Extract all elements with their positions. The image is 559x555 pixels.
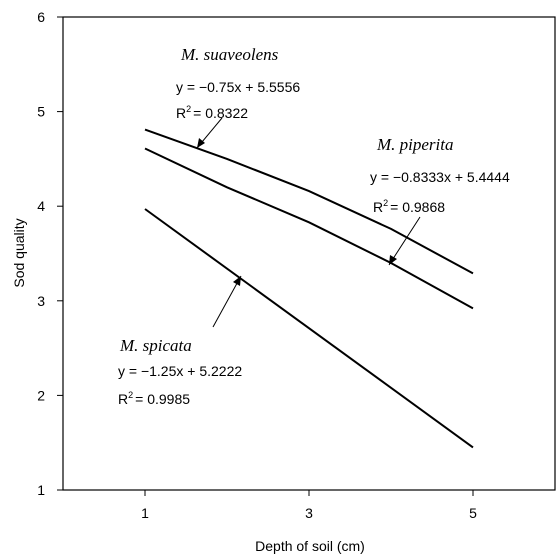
y-tick-label-4: 5 (37, 104, 45, 120)
y-tick-label-3: 4 (37, 198, 45, 214)
x-tick-label-1: 3 (305, 505, 313, 521)
r2-suaveolens: R2 = 0.8322 (176, 104, 248, 121)
r2-piperita: R2 = 0.9868 (373, 198, 445, 215)
equation-spicata: y = −1.25x + 5.2222 (118, 363, 242, 379)
arrowhead-suaveolens (197, 138, 205, 148)
x-tick-label-0: 1 (141, 505, 149, 521)
series-line-piperita (144, 147, 474, 310)
series-name-suaveolens: M. suaveolens (180, 45, 279, 64)
arrow-piperita (388, 216, 421, 266)
annotation-piperita: M. piperita y = −0.8333x + 5.4444 R2 = 0.… (370, 135, 510, 266)
y-tick-label-5: 6 (37, 9, 45, 25)
axis-ticks: 1 3 5 1 2 3 4 5 6 (37, 9, 477, 521)
annotation-suaveolens: M. suaveolens y = −0.75x + 5.5556 R2 = 0.… (176, 45, 300, 149)
series-name-piperita: M. piperita (376, 135, 454, 154)
arrowhead-piperita (389, 255, 397, 265)
series-line-spicata (144, 208, 474, 449)
plot-area (62, 16, 556, 491)
equation-suaveolens: y = −0.75x + 5.5556 (176, 79, 300, 95)
y-tick-label-1: 2 (37, 387, 45, 403)
series-line-suaveolens (144, 128, 474, 275)
equation-piperita: y = −0.8333x + 5.4444 (370, 169, 510, 185)
arrow-spicata (212, 275, 242, 328)
series-lines (144, 128, 474, 449)
y-tick-label-2: 3 (37, 293, 45, 309)
x-axis-label: Depth of soil (cm) (255, 538, 365, 554)
arrowhead-spicata (233, 276, 241, 286)
series-name-spicata: M. spicata (119, 336, 192, 355)
y-axis-label: Sod quality (11, 218, 27, 287)
r2-spicata: R2 = 0.9985 (118, 390, 190, 407)
annotation-spicata: M. spicata y = −1.25x + 5.2222 R2 = 0.998… (118, 275, 242, 407)
x-tick-label-2: 5 (469, 505, 477, 521)
y-tick-label-0: 1 (37, 482, 45, 498)
